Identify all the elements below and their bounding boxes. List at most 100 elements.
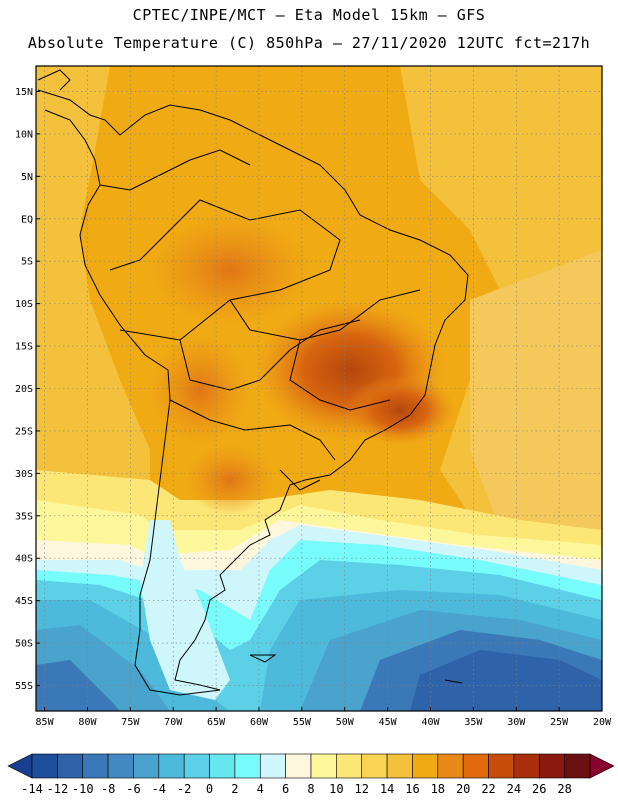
colorbar-label: -6	[126, 782, 140, 796]
colorbar-label: 0	[206, 782, 213, 796]
colorbar-label: 28	[557, 782, 571, 796]
colorbar-label: 12	[355, 782, 369, 796]
field-band-m10	[410, 650, 602, 711]
field-atlantic-mid	[470, 250, 602, 560]
colorbar-label: -10	[72, 782, 94, 796]
field-warm-amazon	[150, 215, 310, 325]
map-field	[36, 66, 602, 711]
lon-tick-label: 70W	[164, 717, 183, 728]
field-patagonia	[140, 520, 230, 700]
lon-tick-label: 45W	[379, 717, 398, 728]
border-amazon	[109, 199, 341, 341]
lon-tick-label: 35W	[464, 717, 483, 728]
lon-tick-label: 85W	[36, 717, 55, 728]
colorbar-label: 10	[329, 782, 343, 796]
colorbar-swatch	[488, 753, 515, 779]
field-pacific-warm	[36, 66, 150, 500]
field-warm-pampa	[185, 445, 275, 515]
colorbar-swatch	[361, 753, 388, 779]
lon-tick-label: 30W	[507, 717, 526, 728]
colorbar-swatch	[183, 753, 210, 779]
lat-tick-label: 5S	[21, 257, 33, 268]
lat-tick-label: 55S	[15, 681, 33, 692]
lat-tick-label: 15S	[15, 342, 33, 353]
colorbar-label: -12	[47, 782, 69, 796]
field-hot-core-southeast	[345, 375, 455, 445]
colorbar-label: -8	[101, 782, 115, 796]
colorbar-label: -4	[152, 782, 166, 796]
colorbar-swatch	[336, 753, 363, 779]
colorbar-label: 20	[456, 782, 470, 796]
lat-tick-label: 30S	[15, 469, 33, 480]
lon-tick-label: 65W	[207, 717, 226, 728]
colorbar-swatch	[57, 753, 84, 779]
border-states-1	[229, 289, 421, 341]
lat-tick-label: 35S	[15, 511, 33, 522]
colorbar-label: 4	[257, 782, 264, 796]
lat-tick-labels: 15N 10N 5N EQ 5S 10S 15S 20S 25S 30S 35S 40S 45S 50S 5…	[15, 87, 33, 692]
colorbar-label: 6	[282, 782, 289, 796]
border-states-2	[289, 339, 391, 411]
colorbar-label: 22	[481, 782, 495, 796]
colorbar-swatch	[107, 753, 134, 779]
lat-tick-label: 50S	[15, 639, 33, 650]
lon-tick-label: 25W	[550, 717, 569, 728]
lat-tick-label: 40S	[15, 554, 33, 565]
colorbar-swatch	[513, 753, 540, 779]
colorbar-label: 8	[307, 782, 314, 796]
colorbar-swatch	[564, 753, 591, 779]
lat-tick-label: 45S	[15, 596, 33, 607]
border-north-argentina	[169, 399, 336, 461]
colorbar-swatch	[259, 753, 286, 779]
lat-tick-label: 10S	[15, 299, 33, 310]
coastline-south-georgia	[444, 679, 463, 684]
lon-tick-label: 60W	[250, 717, 269, 728]
colorbar-swatch	[285, 753, 312, 779]
colorbar-swatch	[437, 753, 464, 779]
colorbar-swatch	[31, 753, 58, 779]
colorbar: -14 -12 -10 -8 -6 -4 -2 0 2 4 6 8 10 12 14 16 18 20 22 24 26…	[7, 753, 615, 796]
colorbar-swatch	[462, 753, 489, 779]
chart-title-line1: CPTEC/INPE/MCT – Eta Model 15km – GFS	[132, 6, 486, 24]
colorbar-swatch	[412, 753, 439, 779]
colorbar-min-arrow	[7, 753, 33, 779]
lat-tick-label: 20S	[15, 384, 33, 395]
lon-tick-label: 50W	[336, 717, 355, 728]
lat-tick-label: 25S	[15, 426, 33, 437]
colorbar-label: 26	[532, 782, 546, 796]
colorbar-label: 14	[380, 782, 394, 796]
lon-tick-label: 75W	[121, 717, 140, 728]
colorbar-swatch	[158, 753, 185, 779]
colorbar-label: -14	[21, 782, 43, 796]
coastline-uruguay	[279, 469, 321, 491]
chart-title-line2: Absolute Temperature (C) 850hPa – 27/11/…	[27, 34, 591, 52]
colorbar-swatch	[310, 753, 337, 779]
lat-tick-label: 10N	[15, 129, 33, 140]
coastlines	[37, 69, 469, 696]
colorbar-swatch	[386, 753, 413, 779]
lon-tick-label: 20W	[593, 717, 612, 728]
field-warm-chaco	[150, 335, 250, 445]
colorbar-swatch	[209, 753, 236, 779]
lon-tick-label: 40W	[421, 717, 440, 728]
colorbar-label: 18	[431, 782, 445, 796]
border-bolivia	[179, 319, 361, 391]
colorbar-swatch	[82, 753, 109, 779]
lon-tick-labels: 85W 80W 75W 70W 65W 60W 55W 50W 45W 40W 35W 30W 25W 2…	[36, 717, 612, 728]
lat-tick-label: 15N	[15, 87, 33, 98]
lat-tick-label: 5N	[21, 172, 33, 183]
coastline-falklands	[249, 654, 277, 663]
coastline-south-america	[37, 89, 469, 696]
lon-tick-label: 80W	[78, 717, 97, 728]
lon-tick-label: 55W	[293, 717, 312, 728]
colorbar-label: -2	[177, 782, 191, 796]
colorbar-label: 2	[231, 782, 238, 796]
colorbar-swatch	[538, 753, 565, 779]
border-north	[99, 149, 251, 191]
colorbar-swatch	[234, 753, 261, 779]
colorbar-swatch	[133, 753, 160, 779]
colorbar-max-arrow	[589, 753, 615, 779]
lat-tick-label: EQ	[21, 214, 33, 225]
colorbar-label: 16	[405, 782, 419, 796]
